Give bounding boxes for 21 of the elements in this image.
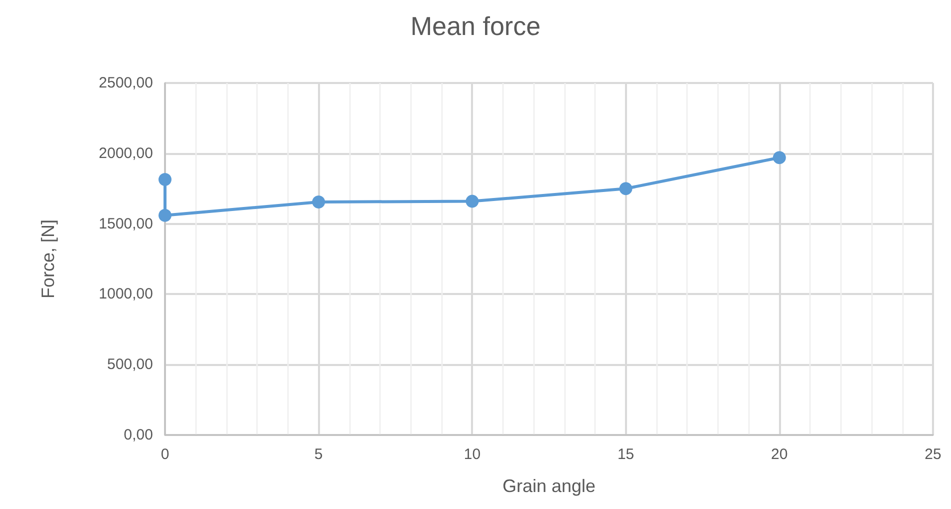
point xyxy=(158,172,172,186)
y-tick-label: 2000,00 xyxy=(98,144,153,162)
y-tick-label: 1000,00 xyxy=(98,286,153,303)
x-tick-label: 5 xyxy=(314,446,323,463)
point xyxy=(772,151,786,164)
point xyxy=(312,195,326,208)
y-tick-label: 500,00 xyxy=(107,356,153,374)
y-tick-label: 2500,00 xyxy=(98,74,153,92)
x-tick-label: 20 xyxy=(771,446,788,463)
x-axis-title: Grain angle xyxy=(502,476,596,496)
y-tick-label: 0,00 xyxy=(124,426,153,444)
point xyxy=(619,182,632,196)
x-tick-label: 25 xyxy=(924,446,942,463)
point xyxy=(158,208,172,222)
point xyxy=(466,194,479,208)
x-tick-label: 10 xyxy=(464,446,481,463)
y-axis-title: Force, [N] xyxy=(38,219,58,299)
x-tick-label: 0 xyxy=(160,446,170,463)
chart-title: Mean force xyxy=(410,11,541,41)
x-tick-label: 15 xyxy=(617,446,634,463)
y-tick-label: 1500,00 xyxy=(98,215,153,232)
